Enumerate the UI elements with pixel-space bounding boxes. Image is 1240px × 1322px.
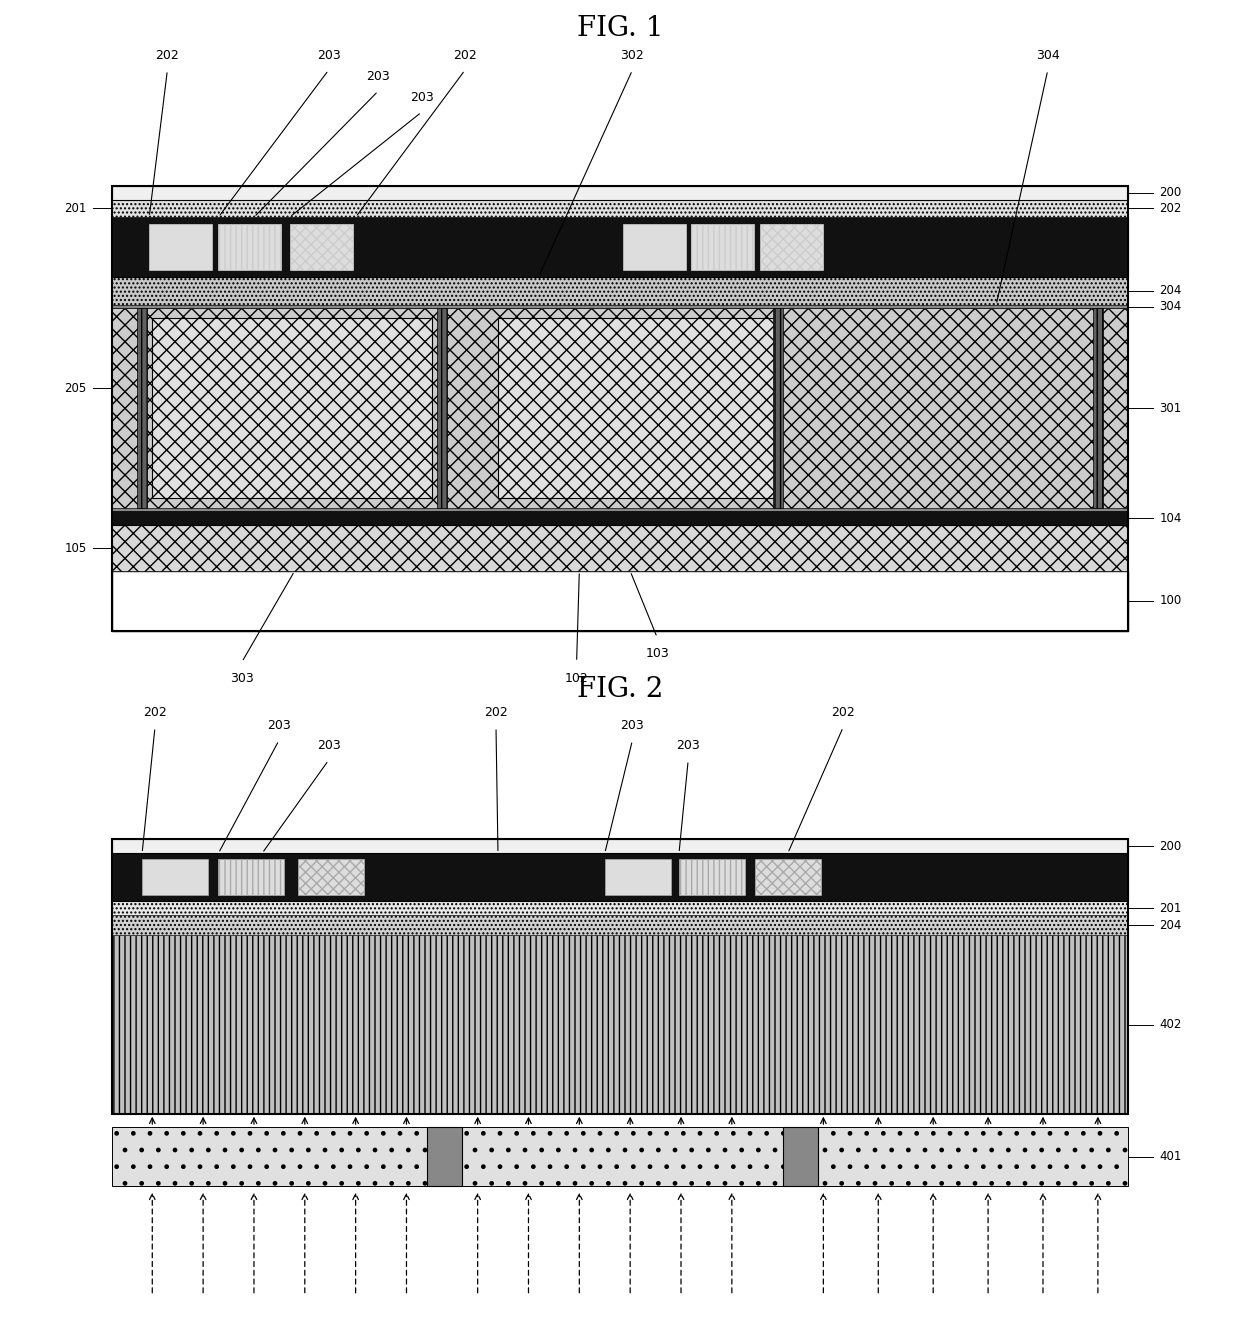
- Text: 202: 202: [484, 706, 508, 719]
- Text: FIG. 2: FIG. 2: [577, 676, 663, 702]
- Text: 202: 202: [143, 706, 167, 719]
- Bar: [112, 200, 1128, 217]
- Bar: [112, 512, 1128, 526]
- Bar: [680, 859, 745, 895]
- Bar: [112, 276, 1128, 305]
- Text: 200: 200: [1159, 839, 1182, 853]
- Bar: [112, 308, 1128, 508]
- Text: 204: 204: [1159, 919, 1182, 932]
- Bar: [112, 838, 1128, 854]
- Text: 203: 203: [316, 49, 341, 62]
- Text: 201: 201: [1159, 902, 1182, 915]
- Text: 203: 203: [267, 719, 291, 732]
- Bar: [112, 185, 1128, 631]
- Text: 202: 202: [155, 49, 180, 62]
- Text: 304: 304: [1159, 300, 1182, 313]
- Text: 202: 202: [453, 49, 477, 62]
- Text: 200: 200: [1159, 186, 1182, 200]
- Bar: [773, 308, 782, 508]
- Bar: [112, 508, 1128, 512]
- Bar: [112, 902, 1128, 915]
- Bar: [112, 217, 1128, 276]
- Bar: [143, 859, 208, 895]
- Text: 302: 302: [620, 49, 645, 62]
- Text: FIG. 1: FIG. 1: [577, 16, 663, 42]
- Text: 203: 203: [409, 91, 434, 103]
- Text: 203: 203: [366, 70, 391, 83]
- Text: 303: 303: [229, 672, 254, 685]
- Bar: [605, 859, 671, 895]
- Text: 104: 104: [1159, 512, 1182, 525]
- Text: 304: 304: [1035, 49, 1060, 62]
- Text: 204: 204: [1159, 284, 1182, 297]
- Text: 203: 203: [676, 739, 701, 752]
- Text: 201: 201: [64, 202, 87, 215]
- Bar: [427, 1126, 463, 1187]
- Text: 105: 105: [64, 542, 87, 555]
- Bar: [136, 308, 148, 508]
- Bar: [760, 225, 823, 270]
- Bar: [755, 859, 821, 895]
- Text: 102: 102: [564, 672, 589, 685]
- Bar: [289, 225, 352, 270]
- Bar: [436, 308, 448, 508]
- Bar: [218, 225, 281, 270]
- Bar: [112, 525, 1128, 571]
- Text: 301: 301: [1159, 402, 1182, 415]
- Text: 202: 202: [1159, 202, 1182, 215]
- Bar: [218, 859, 284, 895]
- Bar: [112, 838, 1128, 1113]
- Bar: [1092, 308, 1102, 508]
- Bar: [463, 1126, 782, 1187]
- Text: 205: 205: [64, 382, 87, 395]
- Bar: [691, 225, 754, 270]
- Bar: [112, 185, 1128, 200]
- Bar: [112, 1126, 427, 1187]
- Bar: [298, 859, 363, 895]
- Bar: [622, 225, 686, 270]
- Text: 203: 203: [620, 719, 645, 732]
- Bar: [153, 319, 432, 498]
- Bar: [112, 915, 1128, 936]
- Bar: [112, 305, 1128, 308]
- Bar: [149, 225, 212, 270]
- Bar: [112, 936, 1128, 1113]
- Bar: [112, 571, 1128, 631]
- Bar: [112, 854, 1128, 902]
- Text: 203: 203: [316, 739, 341, 752]
- Text: 402: 402: [1159, 1018, 1182, 1031]
- Text: 202: 202: [831, 706, 856, 719]
- Text: 100: 100: [1159, 595, 1182, 607]
- Bar: [813, 1126, 1128, 1187]
- Bar: [498, 319, 777, 498]
- Bar: [782, 1126, 818, 1187]
- Text: 401: 401: [1159, 1150, 1182, 1163]
- Text: 103: 103: [645, 648, 670, 661]
